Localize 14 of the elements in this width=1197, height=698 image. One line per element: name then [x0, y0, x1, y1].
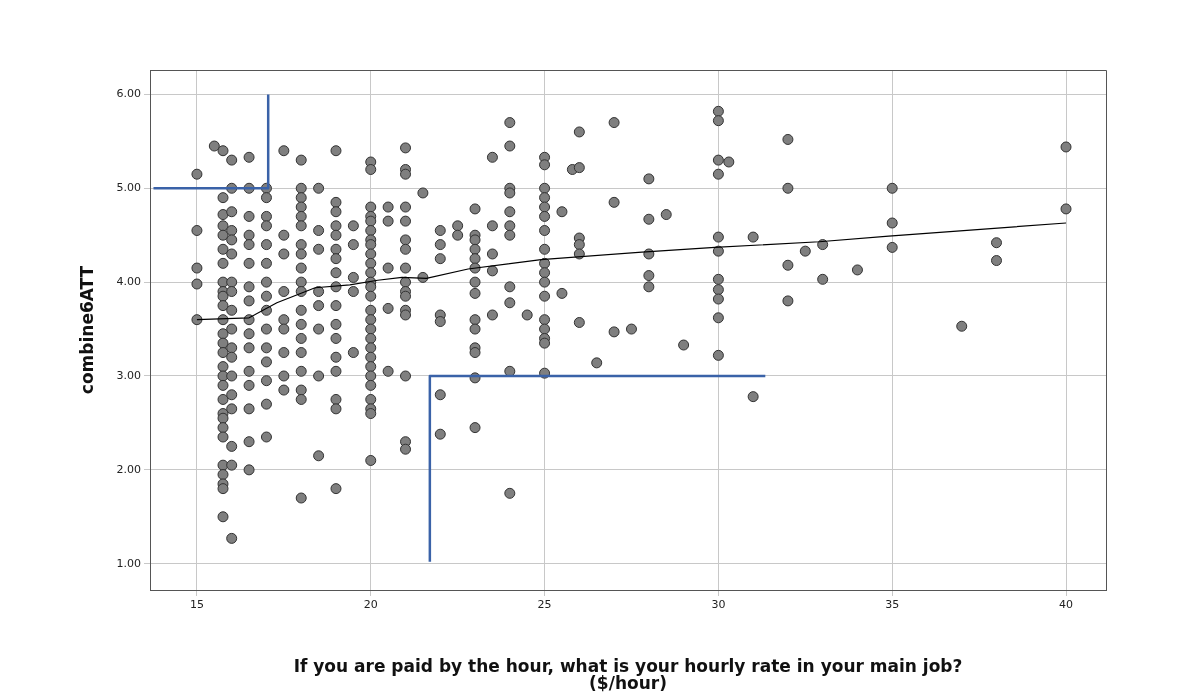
x-tick-label: 40 — [1059, 598, 1074, 612]
y-tick-label: 6.00 — [116, 87, 141, 101]
y-tick-label: 1.00 — [116, 556, 141, 570]
y-tick-label: 4.00 — [116, 274, 141, 288]
x-tick-label: 30 — [711, 598, 726, 612]
x-tick-label: 15 — [189, 598, 204, 612]
y-tick-label: 2.00 — [116, 462, 141, 476]
x-axis-title: If you are paid by the hour, what is your hourly rate in your main job? ($/hour) — [293, 655, 963, 694]
x-tick-label: 35 — [885, 598, 900, 612]
x-tick-label: 20 — [363, 598, 378, 612]
x-tick-label: 25 — [537, 598, 552, 612]
y-tick-label: 5.00 — [116, 181, 141, 195]
y-axis-title: combine6ATT — [76, 265, 97, 395]
y-tick-label: 3.00 — [116, 368, 141, 382]
